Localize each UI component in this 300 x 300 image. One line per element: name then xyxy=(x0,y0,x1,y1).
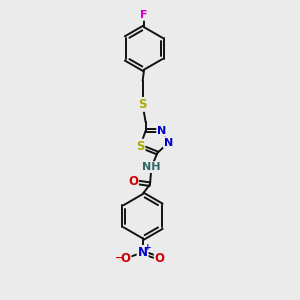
Text: O: O xyxy=(121,252,130,265)
Text: N: N xyxy=(157,126,167,136)
Text: S: S xyxy=(138,98,147,111)
Text: O: O xyxy=(128,175,138,188)
Text: O: O xyxy=(155,252,165,265)
Text: S: S xyxy=(136,140,145,153)
Text: NH: NH xyxy=(142,162,161,172)
Text: +: + xyxy=(144,243,152,252)
Text: F: F xyxy=(140,10,148,20)
Text: N: N xyxy=(164,138,173,148)
Text: −: − xyxy=(114,253,124,262)
Text: N: N xyxy=(138,246,148,259)
